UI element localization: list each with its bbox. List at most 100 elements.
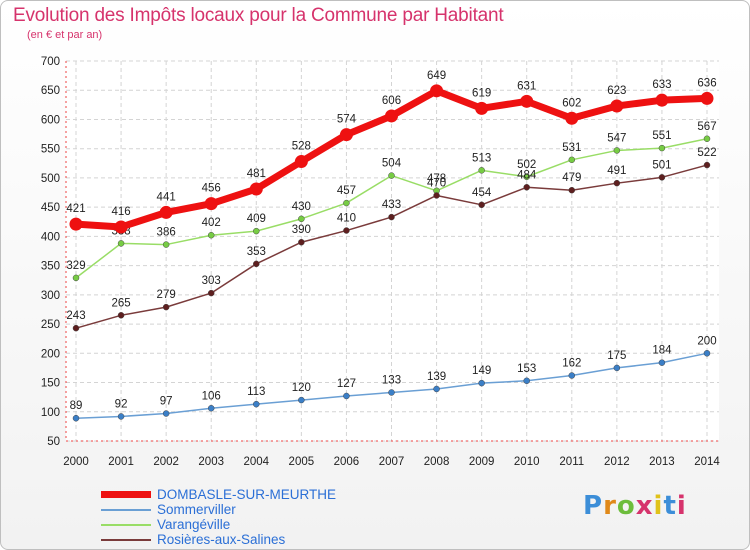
data-point (343, 227, 350, 234)
data-point (253, 400, 260, 408)
data-label: 113 (247, 386, 265, 398)
data-point (430, 84, 444, 98)
x-tick-label: 2000 (63, 456, 89, 468)
data-label: 513 (472, 152, 491, 164)
data-point (388, 389, 395, 396)
data-label: 184 (652, 345, 672, 357)
legend-swatch (101, 509, 151, 511)
data-label: 502 (517, 159, 536, 171)
data-point (658, 359, 666, 366)
data-label: 410 (337, 213, 356, 225)
data-label: 567 (697, 121, 716, 133)
y-tick-label: 300 (41, 290, 60, 302)
data-label: 329 (66, 260, 85, 272)
data-point (117, 312, 125, 319)
data-point (249, 182, 263, 196)
data-point (520, 94, 534, 108)
logo-letter: r (603, 491, 617, 521)
data-point (207, 405, 215, 412)
y-tick-label: 100 (41, 407, 60, 419)
data-point (162, 241, 170, 248)
data-point (253, 260, 260, 268)
y-tick-label: 650 (41, 85, 60, 97)
logo-letter: i (676, 491, 687, 521)
proxiti-logo: Proxiti (583, 491, 687, 521)
data-label: 303 (202, 275, 221, 287)
data-point (433, 192, 440, 199)
data-point (204, 197, 218, 211)
data-label: 265 (111, 297, 130, 309)
data-label: 606 (382, 95, 401, 107)
data-label: 89 (70, 400, 83, 412)
data-label: 491 (607, 165, 626, 177)
data-label: 547 (607, 132, 626, 144)
x-tick-label: 2014 (694, 456, 720, 468)
data-label: 456 (202, 183, 221, 195)
data-point (72, 324, 80, 332)
data-label: 279 (157, 289, 176, 301)
data-point (568, 156, 576, 164)
data-label: 479 (562, 172, 581, 184)
data-label: 484 (517, 169, 537, 181)
x-tick-label: 2001 (108, 456, 134, 468)
x-tick-label: 2013 (649, 456, 675, 468)
data-point (162, 303, 170, 311)
data-label: 409 (247, 213, 266, 225)
legend-label: Sommerviller (157, 502, 236, 517)
data-point (207, 231, 215, 239)
data-label: 504 (382, 158, 402, 170)
data-point (613, 364, 621, 372)
data-point (523, 184, 530, 191)
y-tick-label: 500 (41, 173, 60, 185)
data-label: 433 (382, 199, 401, 211)
line-chart: 50 100 150 200 250 300 350 400 450 500 550 600 650 70… (41, 56, 721, 468)
data-point (565, 111, 579, 125)
data-point (294, 155, 308, 169)
data-point (339, 128, 353, 142)
data-label: 430 (292, 201, 311, 213)
data-point (72, 274, 80, 282)
x-tick-label: 2012 (604, 456, 630, 468)
data-point (433, 385, 440, 393)
data-label: 501 (652, 159, 671, 171)
data-label: 478 (427, 173, 446, 185)
data-point (478, 379, 485, 387)
data-label: 421 (66, 203, 85, 215)
data-point (69, 217, 83, 231)
data-point (703, 350, 711, 357)
data-label: 162 (562, 358, 581, 370)
x-tick-label: 2010 (514, 456, 540, 468)
data-label: 353 (247, 246, 266, 258)
data-label: 200 (697, 335, 716, 347)
data-label: 390 (292, 224, 311, 236)
data-point (207, 289, 215, 297)
data-point (253, 227, 260, 235)
legend-swatch (101, 491, 151, 498)
y-tick-label: 400 (41, 231, 60, 243)
data-label: 416 (111, 206, 130, 218)
data-point (343, 199, 350, 207)
data-point (475, 101, 489, 115)
data-label: 623 (607, 85, 626, 97)
data-point (298, 215, 305, 223)
data-label: 97 (160, 396, 173, 408)
data-label: 175 (607, 350, 626, 362)
y-tick-label: 700 (41, 56, 60, 68)
data-point (523, 377, 530, 385)
data-label: 481 (247, 168, 266, 180)
data-point (658, 174, 666, 181)
data-point (72, 414, 80, 422)
logo-letter: x (635, 491, 654, 521)
chart-title: Evolution des Impôts locaux pour la Comm… (13, 5, 504, 26)
data-point (523, 173, 530, 181)
data-point (613, 147, 621, 154)
data-point (658, 144, 666, 152)
x-tick-label: 2008 (424, 456, 450, 468)
data-label: 454 (472, 187, 492, 199)
data-label: 528 (292, 141, 311, 153)
x-tick-label: 2004 (243, 456, 269, 468)
data-point (117, 240, 125, 247)
data-label: 149 (472, 365, 491, 377)
y-tick-label: 350 (41, 261, 60, 273)
